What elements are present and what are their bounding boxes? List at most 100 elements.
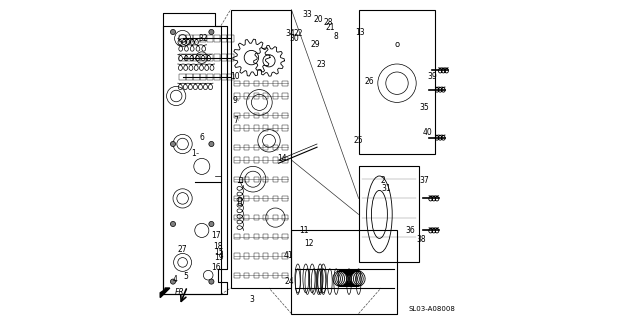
Bar	[235, 177, 240, 182]
Circle shape	[171, 221, 176, 227]
Bar	[273, 81, 278, 86]
Bar	[228, 54, 234, 61]
Bar	[235, 125, 240, 131]
Bar	[179, 35, 186, 42]
Bar	[214, 35, 220, 42]
Circle shape	[209, 29, 214, 35]
Bar	[235, 253, 240, 259]
Bar	[207, 54, 213, 61]
Circle shape	[209, 279, 214, 284]
Bar	[254, 93, 259, 99]
Bar	[207, 74, 213, 80]
Text: 16: 16	[211, 263, 221, 272]
Text: 6: 6	[199, 133, 204, 142]
Circle shape	[209, 221, 214, 227]
Text: 20: 20	[314, 15, 323, 24]
Bar	[228, 74, 234, 80]
Text: 33: 33	[302, 10, 313, 19]
Bar	[282, 234, 288, 239]
Bar	[273, 215, 278, 220]
Bar	[273, 234, 278, 239]
Text: 2: 2	[380, 176, 385, 185]
Bar	[214, 74, 220, 80]
Bar	[207, 35, 213, 42]
Bar	[263, 93, 268, 99]
Bar	[244, 234, 249, 239]
Bar	[193, 35, 200, 42]
Text: 19: 19	[214, 253, 224, 262]
Text: 21: 21	[325, 23, 335, 32]
Bar	[282, 113, 288, 118]
Bar	[282, 177, 288, 182]
Text: SL03-A08008: SL03-A08008	[409, 306, 456, 312]
Bar	[235, 157, 240, 163]
Bar	[244, 113, 249, 118]
Bar	[263, 273, 268, 278]
Text: 38: 38	[416, 236, 426, 244]
Bar	[254, 273, 259, 278]
Text: 14: 14	[277, 154, 287, 163]
Text: 39: 39	[427, 72, 437, 81]
Bar	[244, 215, 249, 220]
Bar	[282, 93, 288, 99]
Bar	[263, 81, 268, 86]
Bar	[263, 125, 268, 131]
Text: 7: 7	[233, 116, 238, 124]
Text: 29: 29	[311, 40, 320, 49]
Bar	[186, 35, 193, 42]
Bar	[235, 113, 240, 118]
Text: 8: 8	[334, 32, 339, 41]
Bar	[282, 253, 288, 259]
Bar	[221, 54, 227, 61]
Bar	[273, 177, 278, 182]
Bar	[193, 74, 200, 80]
Bar	[200, 74, 207, 80]
Bar	[244, 177, 249, 182]
Bar	[244, 93, 249, 99]
Bar	[238, 197, 241, 205]
Text: 41: 41	[283, 252, 293, 260]
Polygon shape	[160, 288, 170, 298]
Bar	[282, 157, 288, 163]
Text: 32: 32	[198, 34, 208, 43]
Bar	[263, 234, 268, 239]
Bar	[221, 74, 227, 80]
Bar	[235, 273, 240, 278]
Bar	[273, 125, 278, 131]
Text: FR.: FR.	[174, 288, 186, 297]
Bar	[235, 196, 240, 201]
Bar	[193, 54, 200, 61]
Bar	[244, 125, 249, 131]
Text: 35: 35	[419, 103, 429, 112]
Bar	[254, 234, 259, 239]
Bar	[263, 215, 268, 220]
Bar	[263, 145, 268, 150]
Bar	[200, 35, 207, 42]
Bar	[244, 81, 249, 86]
Text: 26: 26	[365, 77, 375, 86]
Bar	[282, 273, 288, 278]
Bar	[282, 145, 288, 150]
Text: 5: 5	[183, 272, 188, 281]
Bar	[235, 145, 240, 150]
Text: 22: 22	[293, 29, 302, 38]
Text: 40: 40	[422, 128, 432, 137]
Text: 31: 31	[381, 184, 391, 193]
Bar	[179, 54, 186, 61]
Text: 37: 37	[419, 176, 429, 185]
Bar	[282, 81, 288, 86]
Text: 24: 24	[285, 277, 295, 286]
Text: 17: 17	[211, 231, 221, 240]
Bar	[254, 215, 259, 220]
Bar	[254, 125, 259, 131]
Text: 13: 13	[356, 28, 365, 36]
Circle shape	[209, 141, 214, 147]
Bar	[244, 273, 249, 278]
Text: 36: 36	[405, 226, 415, 235]
Text: 23: 23	[317, 60, 327, 68]
Bar	[235, 93, 240, 99]
Bar	[254, 81, 259, 86]
Bar	[186, 54, 193, 61]
Circle shape	[171, 29, 176, 35]
Bar	[244, 196, 249, 201]
